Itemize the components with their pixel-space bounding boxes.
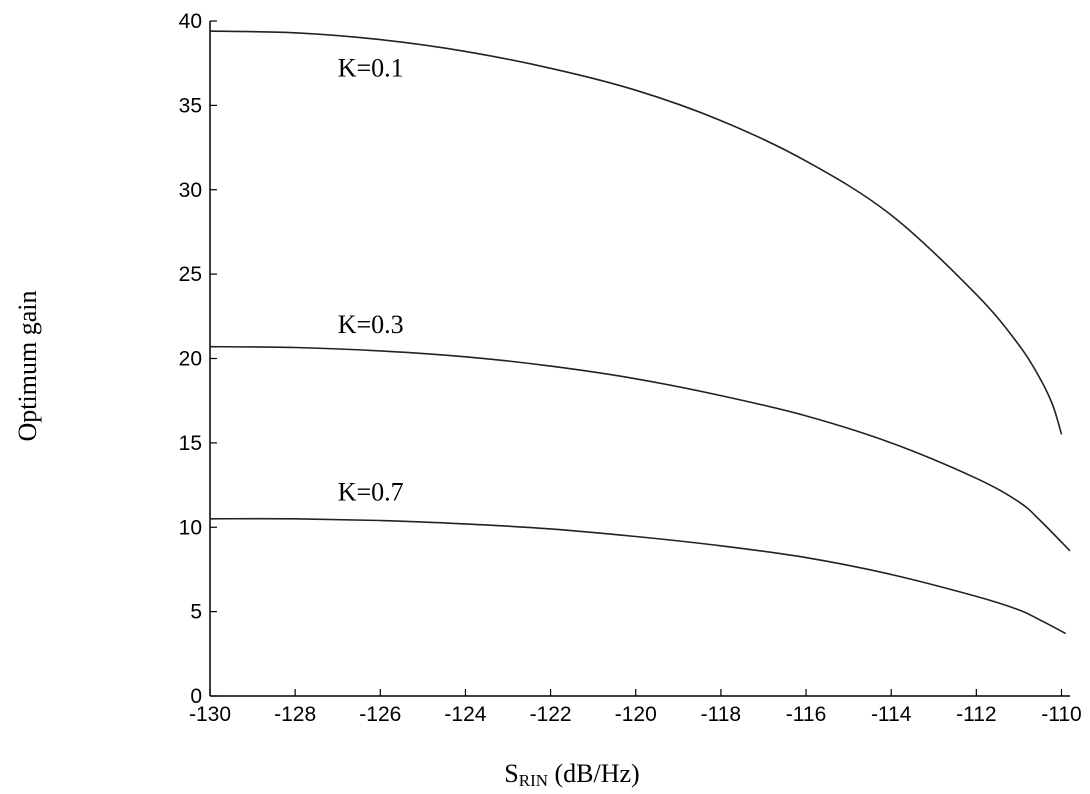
y-axis-label: Optimum gain [13, 291, 42, 442]
x-tick-label: -112 [956, 703, 996, 726]
x-tick-label: -130 [189, 703, 231, 726]
x-tick-label: -128 [274, 703, 316, 726]
y-tick-label: 20 [179, 348, 202, 371]
y-tick-label: 40 [179, 10, 202, 33]
x-tick-label: -110 [1041, 703, 1081, 726]
x-tick-label: -114 [871, 703, 912, 726]
x-tick-label: -124 [444, 703, 486, 726]
x-axis-label-sub: RIN [519, 771, 548, 790]
x-tick-label: -120 [615, 703, 657, 726]
x-axis-label-main: S [504, 759, 518, 788]
y-tick-label: 5 [190, 601, 202, 624]
y-tick-label: 10 [179, 516, 202, 539]
y-tick-label: 15 [179, 432, 202, 455]
x-axis-label-unit: (dB/Hz) [548, 759, 640, 788]
series-line [209, 345, 1071, 552]
x-axis-label: SRIN (dB/Hz) [504, 759, 639, 790]
x-tick-label: -122 [530, 703, 572, 726]
y-tick-label: 25 [179, 263, 202, 286]
series-label: K=0.3 [338, 310, 404, 339]
y-tick-label: 35 [179, 94, 202, 117]
series-line [209, 30, 1063, 435]
series-label: K=0.1 [338, 54, 404, 83]
x-tick-label: -126 [359, 703, 401, 726]
series-line [209, 517, 1067, 635]
plot-area [209, 30, 1071, 635]
curve-labels: K=0.1 K=0.3 K=0.7 [338, 54, 404, 507]
series-label: K=0.7 [338, 477, 404, 506]
y-tick-label: 0 [190, 685, 202, 708]
axes: -130 -128 -126 -124 -122 -120 -118 -116 -114 -112… [179, 10, 1082, 726]
x-tick-label: -118 [701, 703, 741, 726]
y-tick-label: 30 [179, 179, 202, 202]
x-tick-label: -116 [786, 703, 826, 726]
